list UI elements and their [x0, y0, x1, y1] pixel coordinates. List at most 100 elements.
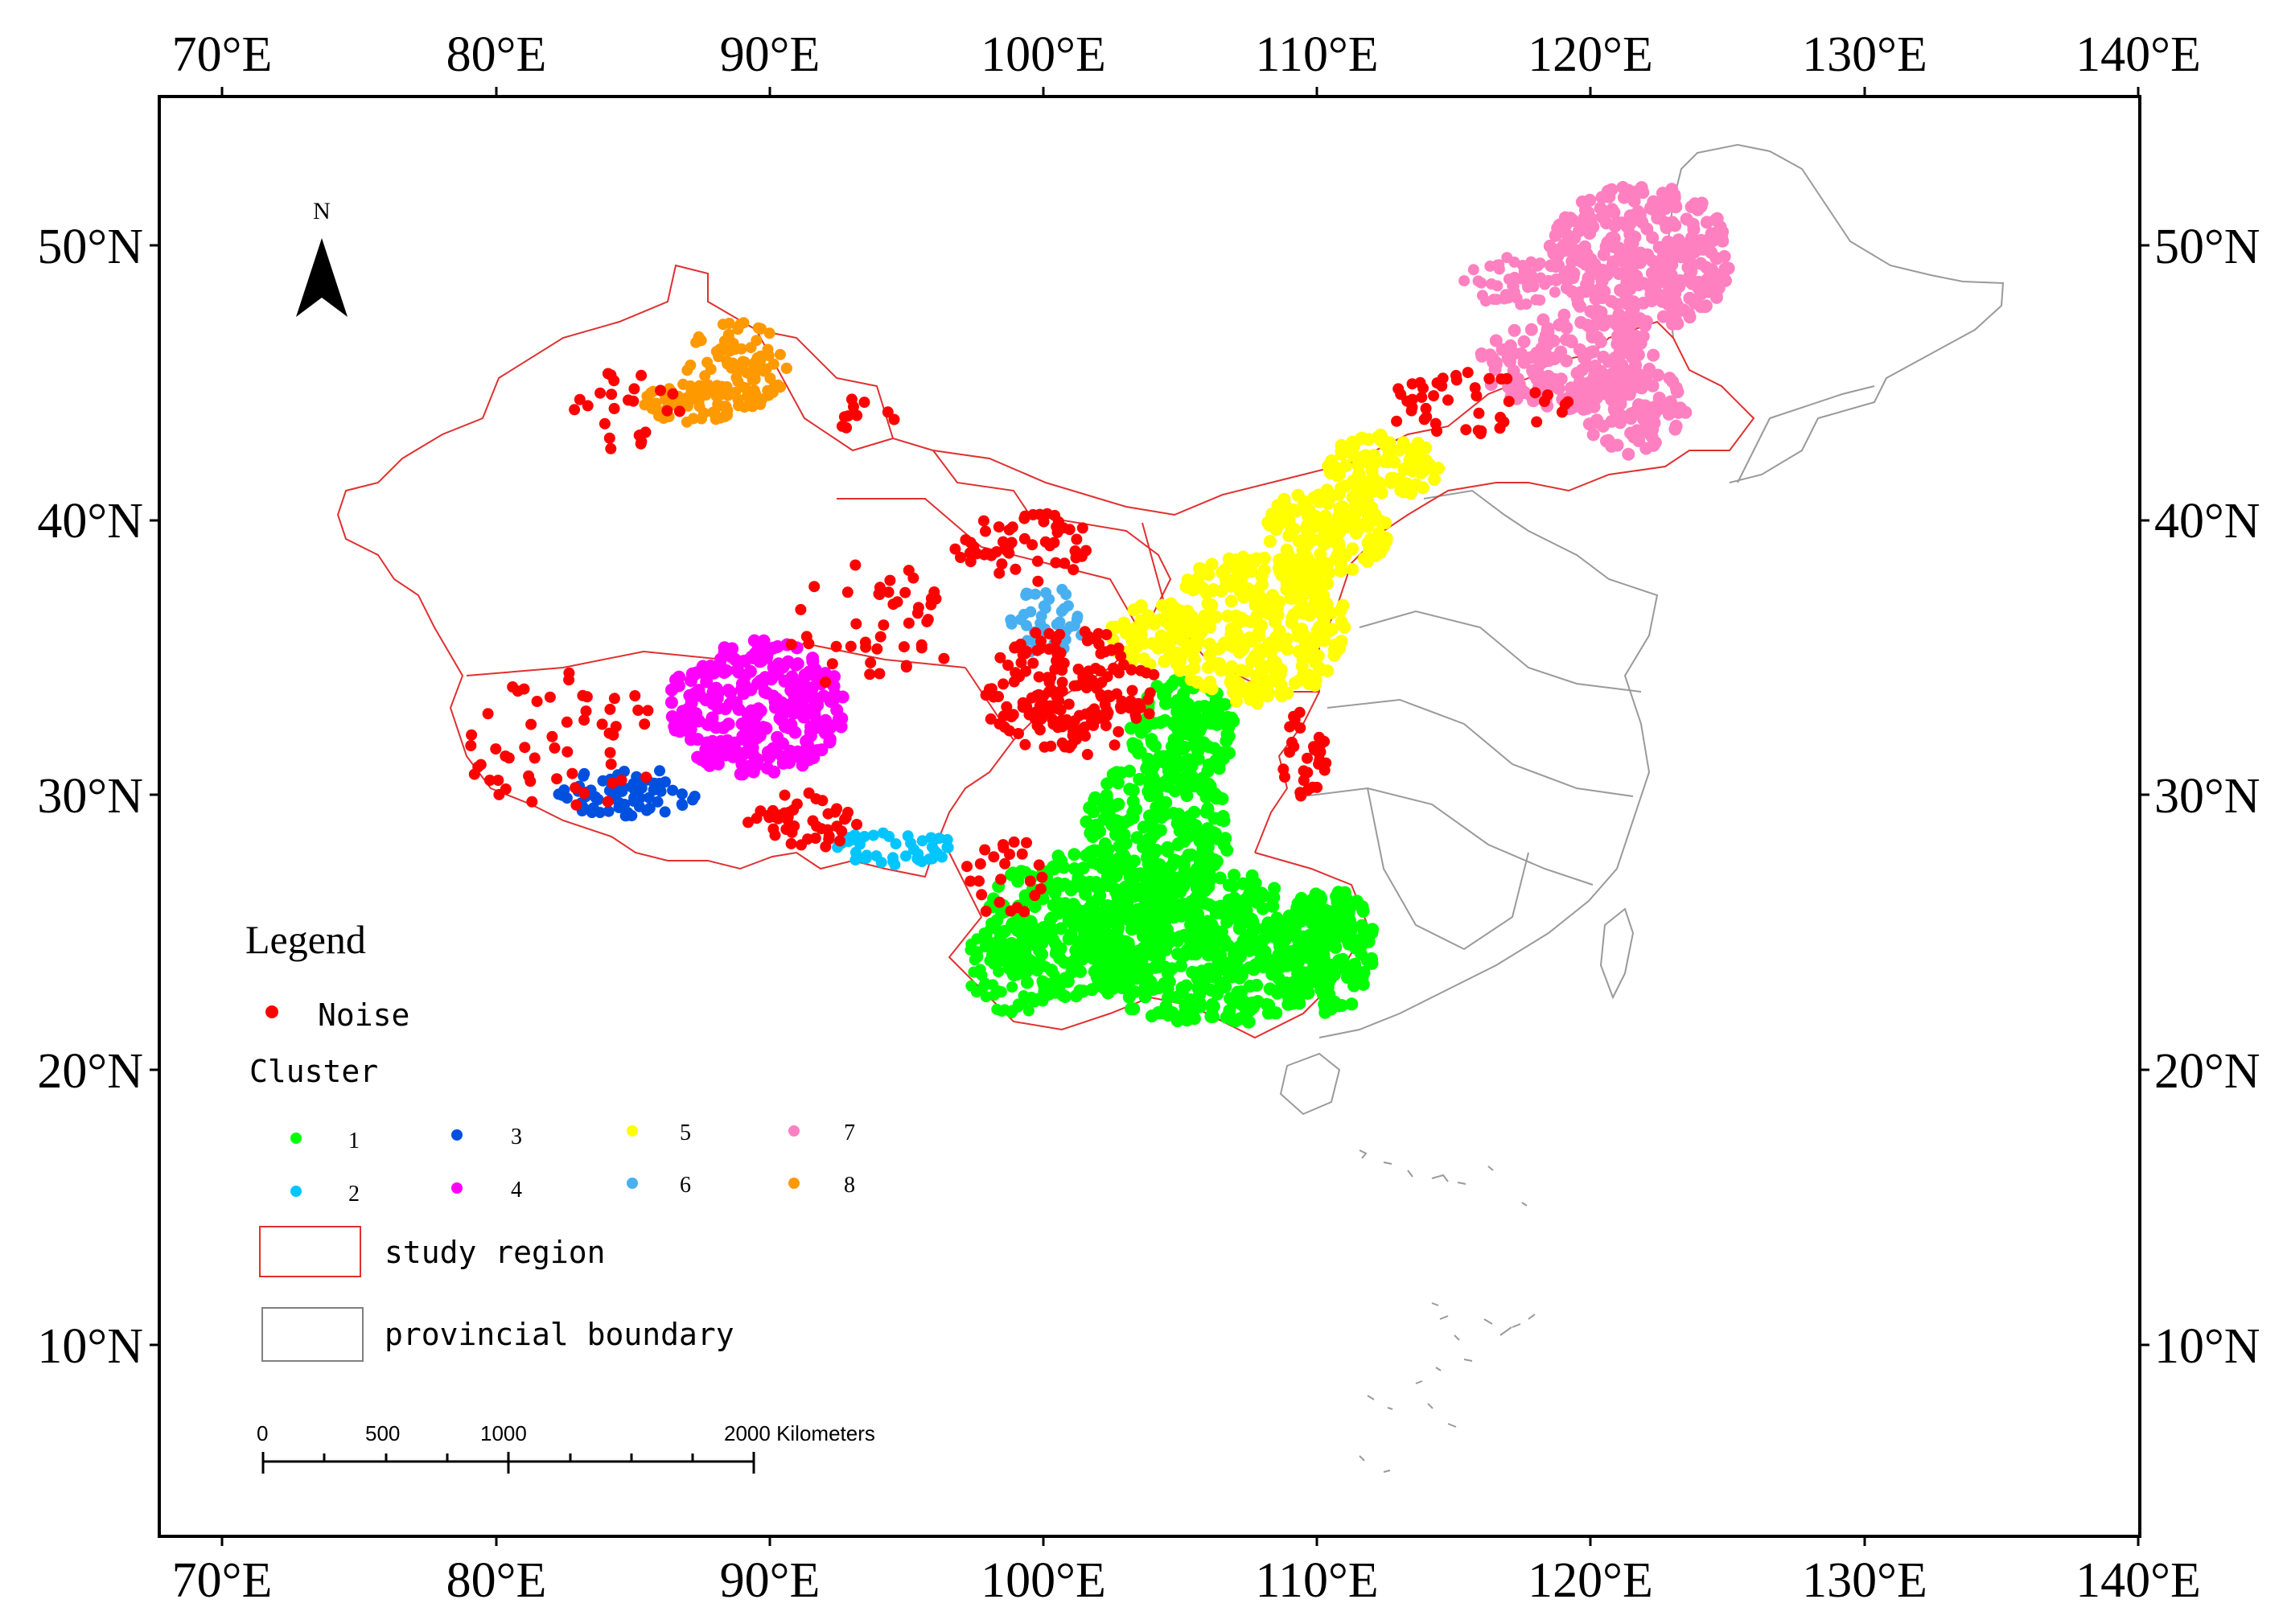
- cluster-4-point: [767, 742, 780, 755]
- cluster-5-point: [1205, 557, 1219, 571]
- lon-labels-top: 70°E 80°E 90°E 100°E 110°E 120°E 130°E 1…: [172, 27, 2201, 82]
- noise-point: [1001, 701, 1013, 713]
- cluster-7-point: [1585, 221, 1598, 235]
- noise-point: [1024, 875, 1036, 887]
- cluster-7-point: [1521, 273, 1533, 285]
- cluster-1-point: [1106, 767, 1120, 781]
- noise-point: [779, 789, 791, 801]
- cluster-1-point: [1126, 783, 1140, 797]
- noise-point: [840, 812, 852, 824]
- noise-point: [1279, 771, 1290, 783]
- cluster-8-point: [723, 333, 735, 345]
- noise-point: [817, 795, 829, 807]
- cluster-1-point: [1332, 923, 1346, 937]
- noise-point: [949, 543, 961, 555]
- noise-point: [1392, 383, 1405, 395]
- noise-point: [1143, 708, 1155, 720]
- cluster-1-point: [996, 1005, 1008, 1018]
- cluster-1-point: [1088, 965, 1101, 978]
- cluster-7-point: [1671, 298, 1684, 312]
- noise-point: [898, 641, 910, 653]
- noise-point: [574, 393, 586, 405]
- cluster-1-point: [1211, 712, 1224, 726]
- cluster-1-point: [1155, 811, 1169, 824]
- cluster-7-point: [1604, 376, 1618, 389]
- noise-point: [907, 572, 919, 584]
- noise-point: [608, 375, 620, 387]
- cluster-2-point: [908, 844, 919, 856]
- cluster-1-point: [1246, 915, 1260, 929]
- cluster-7-point: [1657, 193, 1671, 207]
- cluster-7-point: [1559, 333, 1573, 347]
- cluster-2-point: [849, 854, 862, 866]
- noise-point: [523, 770, 535, 782]
- cluster-1-point: [1208, 697, 1222, 710]
- cluster-7-point: [1536, 313, 1550, 327]
- noise-point: [1015, 656, 1027, 668]
- cluster-1-point: [1192, 927, 1206, 941]
- cluster-7-point: [1573, 386, 1586, 400]
- noise-point: [849, 559, 862, 571]
- cluster-1-point: [1055, 898, 1069, 911]
- cluster-1-point: [1136, 869, 1150, 882]
- cluster-7-point: [1549, 286, 1561, 298]
- noise-point: [973, 875, 985, 887]
- cluster-5-point: [1311, 604, 1325, 618]
- noise-point: [842, 410, 854, 422]
- noise-point: [878, 619, 890, 631]
- cluster-4-point: [817, 689, 830, 703]
- cluster-1-point: [1215, 925, 1228, 939]
- cluster-7-point: [1493, 263, 1505, 275]
- cluster-1-point: [1030, 928, 1043, 940]
- noise-point: [921, 615, 933, 627]
- cluster-7-point: [1699, 299, 1713, 313]
- cluster-5-point: [1199, 586, 1213, 600]
- noise-point: [802, 833, 813, 845]
- noise-point: [566, 767, 578, 779]
- noise-point: [1298, 765, 1310, 777]
- cluster-8-point: [732, 323, 744, 335]
- legend-cluster-1-swatch: [290, 1133, 302, 1144]
- cluster-1-point: [1162, 903, 1175, 917]
- cluster-2-point: [860, 852, 872, 864]
- cluster-7-point: [1637, 413, 1651, 426]
- cluster-5-point: [1332, 487, 1346, 501]
- noise-point: [808, 581, 821, 593]
- noise-point: [606, 389, 618, 401]
- cluster-7-point: [1644, 288, 1658, 301]
- cluster-8-point: [755, 354, 767, 366]
- noise-point: [873, 588, 885, 600]
- cluster-5-point: [1346, 563, 1360, 576]
- cluster-7-point: [1612, 364, 1626, 378]
- cluster-5-point: [1250, 552, 1264, 565]
- legend-cluster-5-swatch: [627, 1125, 638, 1137]
- noise-point: [603, 727, 615, 739]
- cluster-5-point: [1284, 591, 1298, 605]
- cluster-5-point: [1364, 474, 1377, 487]
- cluster-1-point: [1118, 899, 1132, 913]
- noise-point: [570, 782, 582, 794]
- cluster-1-point: [1014, 958, 1026, 970]
- noise-point: [968, 541, 980, 553]
- cluster-5-point: [1273, 668, 1287, 681]
- noise-point: [742, 816, 754, 828]
- cluster-points: [465, 181, 1735, 1029]
- cluster-1-point: [1345, 997, 1359, 1011]
- noise-point: [1059, 741, 1071, 753]
- cluster-1-point: [970, 986, 982, 998]
- noise-point: [490, 743, 502, 755]
- cluster-4-point: [704, 660, 718, 672]
- noise-point: [1391, 415, 1403, 427]
- cluster-7-point: [1624, 268, 1638, 282]
- cluster-1-point: [1018, 968, 1032, 981]
- cluster-3-point: [619, 810, 631, 822]
- noise-point: [1100, 720, 1112, 732]
- cluster-7-point: [1688, 296, 1701, 310]
- cluster-1-point: [1263, 982, 1277, 996]
- cluster-5-point: [1346, 435, 1360, 449]
- noise-point: [1142, 693, 1154, 705]
- lat-label-right-50: 50°N: [2154, 220, 2260, 274]
- noise-point: [563, 667, 575, 679]
- noise-point: [1079, 722, 1091, 733]
- lon-label-top-90: 90°E: [720, 27, 821, 82]
